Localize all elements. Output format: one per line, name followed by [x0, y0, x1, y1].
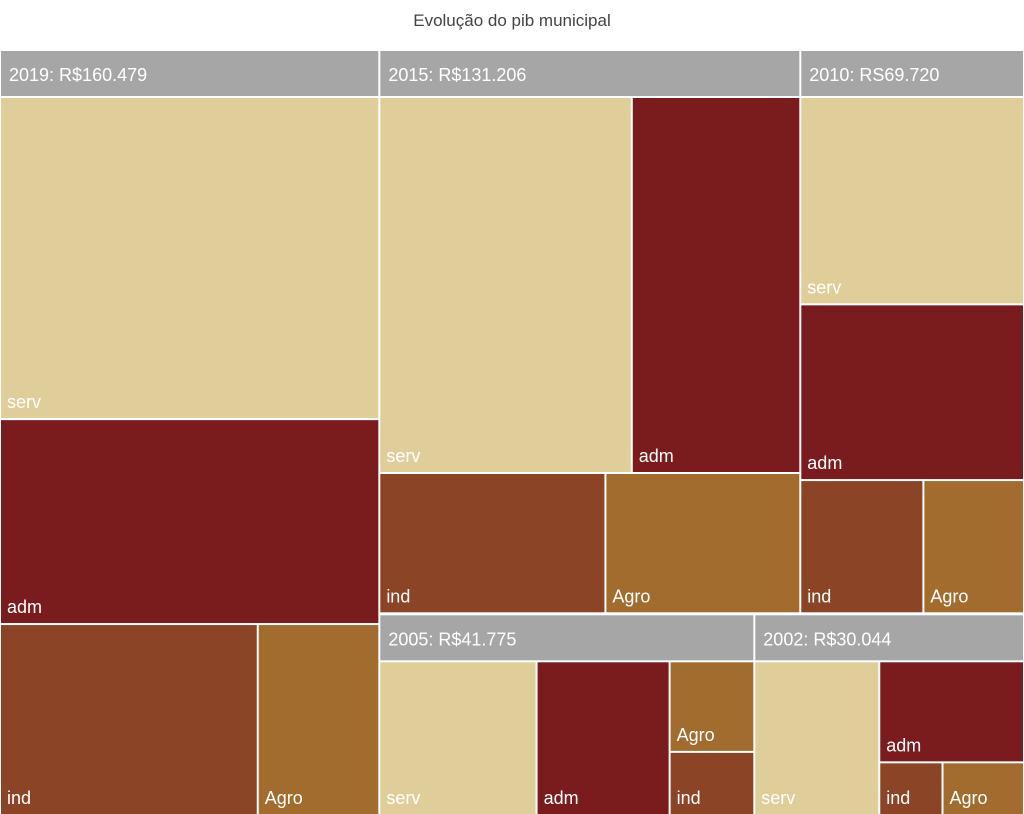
cell-label: ind	[886, 788, 910, 808]
cell-label: ind	[7, 788, 31, 808]
treemap-cell	[632, 98, 800, 472]
treemap-cell	[1, 420, 379, 624]
cell-label: Agro	[612, 586, 650, 606]
cell-label: serv	[7, 392, 41, 412]
treemap-cell	[670, 752, 754, 814]
treemap-cell	[801, 98, 1023, 304]
group-label: 2010: RS69.720	[809, 65, 939, 85]
cell-label: Agro	[677, 725, 715, 745]
treemap-cell	[1, 98, 379, 419]
cell-label: serv	[807, 277, 841, 297]
treemap-cell	[606, 473, 800, 613]
cell-label: serv	[761, 788, 795, 808]
cell-label: adm	[807, 453, 842, 473]
treemap-cell	[258, 625, 379, 814]
treemap-cell	[380, 662, 536, 814]
cell-label: ind	[807, 586, 831, 606]
cell-label: ind	[386, 586, 410, 606]
cell-label: adm	[886, 735, 921, 755]
cell-label: adm	[544, 788, 579, 808]
treemap-cell	[537, 662, 669, 814]
treemap-cell	[880, 662, 1023, 762]
group-header	[380, 51, 800, 96]
cell-label: adm	[639, 446, 674, 466]
cell-label: serv	[386, 788, 420, 808]
treemap-cell	[380, 473, 605, 613]
treemap-cell	[801, 481, 923, 613]
group-label: 2005: R$41.775	[388, 629, 516, 649]
group-header	[755, 615, 1023, 661]
group-label: 2002: R$30.044	[763, 629, 891, 649]
group-header	[1, 51, 379, 96]
chart-title: Evolução do pib municipal	[413, 11, 611, 30]
treemap-cell	[670, 662, 754, 751]
cell-label: Agro	[265, 788, 303, 808]
treemap-cell	[880, 763, 942, 814]
group-header	[380, 615, 754, 661]
cell-label: adm	[7, 597, 42, 617]
cell-label: Agro	[930, 586, 968, 606]
group-label: 2019: R$160.479	[9, 65, 147, 85]
group-header	[801, 51, 1023, 96]
group-label: 2015: R$131.206	[388, 65, 526, 85]
treemap-cell	[1, 625, 257, 814]
treemap-cell	[801, 305, 1023, 480]
treemap-cell	[943, 763, 1023, 814]
treemap-cell	[755, 662, 879, 814]
treemap-cell	[380, 98, 631, 472]
cell-label: Agro	[950, 788, 988, 808]
treemap-cell	[924, 481, 1023, 613]
cell-label: ind	[677, 788, 701, 808]
cell-label: serv	[386, 446, 420, 466]
